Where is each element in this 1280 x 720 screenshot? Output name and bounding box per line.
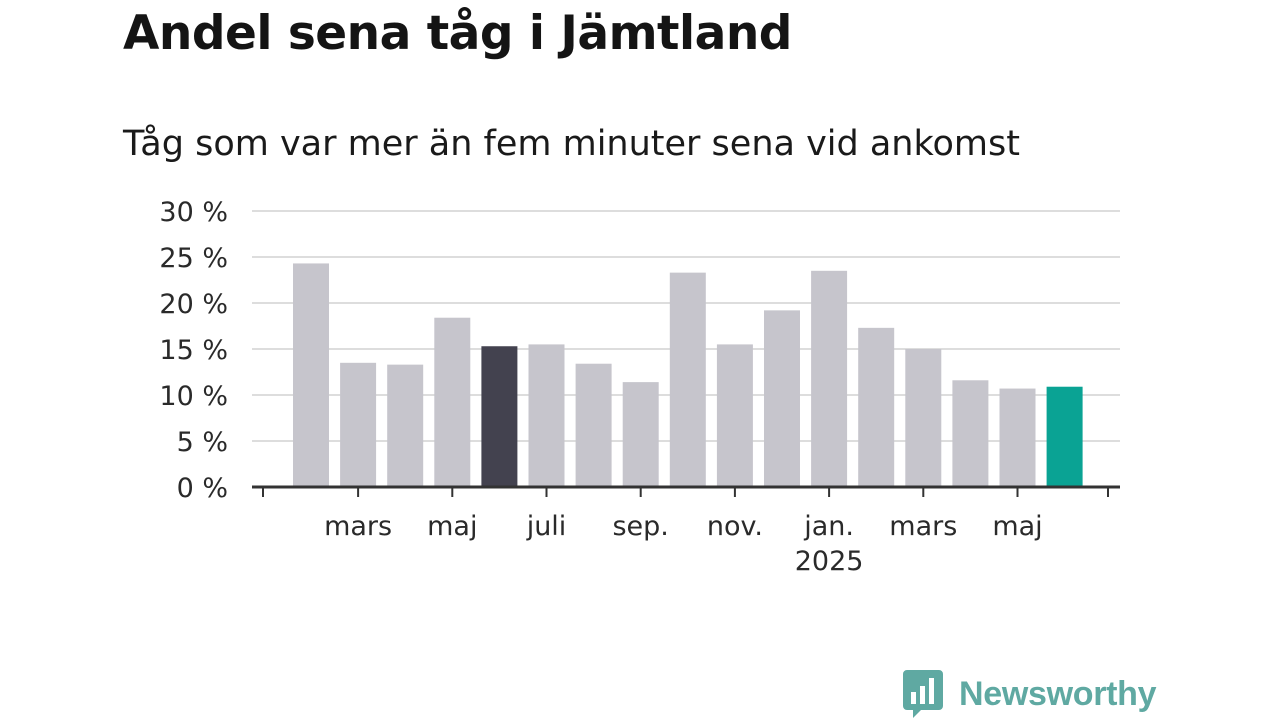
x-tick-label: mars <box>324 511 392 542</box>
bar-2025-04 <box>952 380 989 487</box>
chart-title: Andel sena tåg i Jämtland <box>123 6 792 61</box>
y-tick-label: 0 % <box>177 473 228 504</box>
bar-2024-02 <box>293 263 329 487</box>
bar-2024-06 <box>481 346 518 487</box>
bar-2025-06 <box>1046 386 1083 487</box>
x-tick-label: maj <box>992 511 1042 542</box>
x-tick-label: juli <box>526 511 567 542</box>
bar-chart-speech-bubble-icon <box>903 670 943 718</box>
y-tick-label: 20 % <box>159 289 228 320</box>
x-axis-labels: mars maj juli sep. nov. jan. 2025 mars maj <box>324 511 1043 577</box>
bar-2024-10 <box>669 272 706 487</box>
bar-2024-03 <box>340 362 377 487</box>
y-tick-label: 15 % <box>159 335 228 366</box>
brand-name: Newsworthy <box>959 674 1157 713</box>
bars <box>293 263 1083 487</box>
bar-2024-04 <box>387 364 424 487</box>
bar-2024-08 <box>575 363 612 487</box>
y-tick-label: 30 % <box>159 197 228 228</box>
bar-2024-05 <box>434 317 471 487</box>
y-tick-label: 25 % <box>159 243 228 274</box>
y-axis-labels: 0 % 5 % 10 % 15 % 20 % 25 % 30 % <box>159 197 228 504</box>
bar-2024-11 <box>716 344 753 487</box>
bar-2024-12 <box>764 310 800 487</box>
bar-2025-03 <box>905 349 942 487</box>
x-tick-label: jan. <box>803 511 854 542</box>
x-tick-year-label: 2025 <box>795 546 864 577</box>
x-tick-label: mars <box>889 511 957 542</box>
x-tick-label: maj <box>427 511 477 542</box>
x-tick-label: sep. <box>612 511 668 542</box>
bar-2025-01 <box>811 270 848 487</box>
bar-2024-09 <box>622 382 659 487</box>
bar-2025-05 <box>999 388 1036 487</box>
bar-2025-02 <box>858 327 895 487</box>
x-axis <box>252 485 1120 497</box>
chart-subtitle: Tåg som var mer än fem minuter sena vid … <box>123 124 1020 164</box>
newsworthy-logo: Newsworthy <box>903 670 1157 718</box>
bar-2024-07 <box>528 344 565 487</box>
y-tick-label: 10 % <box>159 381 228 412</box>
y-tick-label: 5 % <box>177 427 228 458</box>
x-tick-label: nov. <box>707 511 763 542</box>
